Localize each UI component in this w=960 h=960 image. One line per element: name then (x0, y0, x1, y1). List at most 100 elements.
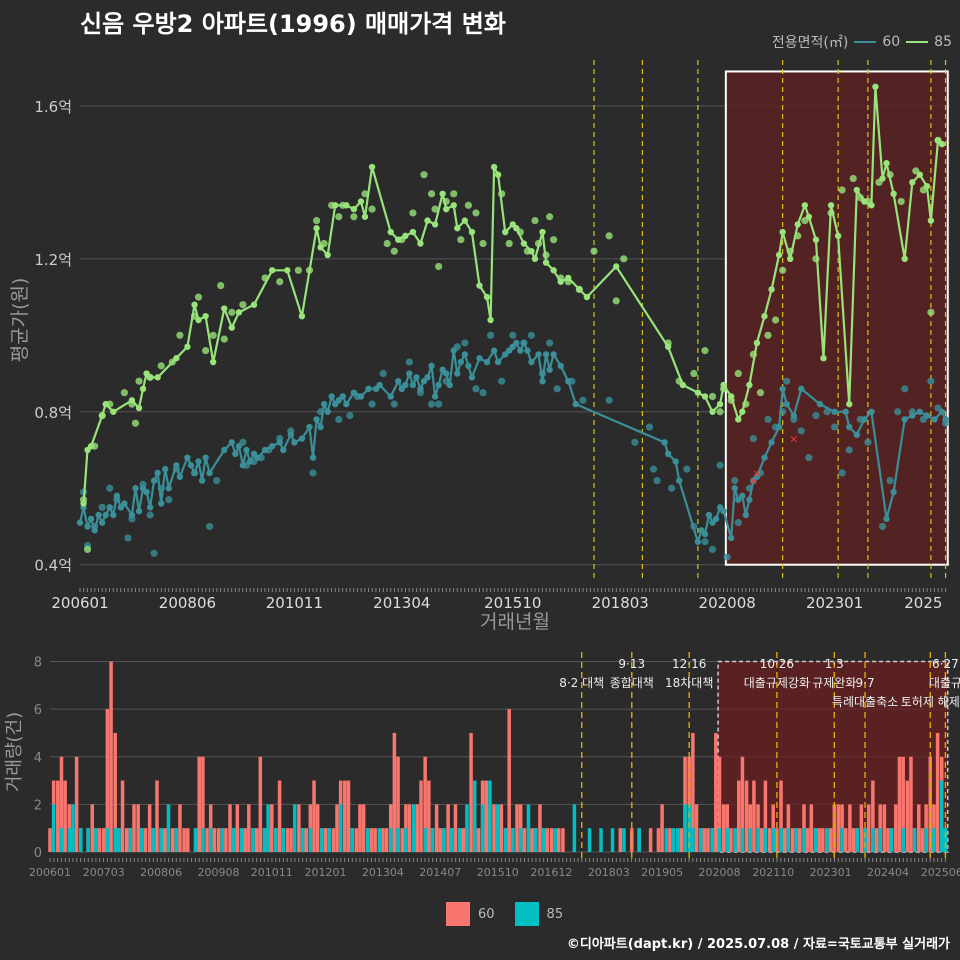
y-axis-label: 거래량(건) (4, 712, 25, 792)
scatter-point-60 (390, 400, 398, 408)
series-point-60 (901, 416, 908, 423)
scatter-point-60 (649, 465, 658, 473)
volume-bar-60 (660, 804, 664, 852)
scatter-point-85 (531, 216, 539, 225)
scatter-point-85 (849, 174, 857, 183)
legend-volume-label-60: 60 (478, 906, 495, 922)
policy-label: 12·16 (672, 657, 706, 671)
scatter-point-60 (838, 469, 846, 477)
series-point-60 (84, 523, 91, 530)
volume-bar-60 (752, 780, 756, 852)
series-point-60 (712, 515, 720, 523)
series-point-60 (202, 454, 209, 461)
series-point-85 (927, 217, 935, 224)
scatter-point-60 (716, 461, 724, 469)
scatter-point-85 (838, 186, 846, 194)
volume-bar-60 (407, 804, 412, 852)
scatter-point-60 (124, 534, 132, 542)
volume-bar-85 (725, 828, 730, 852)
series-point-60 (676, 477, 683, 484)
series-point-85 (550, 267, 557, 274)
scatter-point-85 (590, 247, 598, 255)
volume-bar-85 (480, 804, 485, 852)
volume-bar-60 (897, 756, 902, 852)
series-point-60 (339, 393, 346, 400)
scatter-point-85 (457, 236, 465, 244)
scatter-point-85 (612, 297, 620, 305)
series-point-60 (232, 450, 239, 458)
policy-label: 9·7 (856, 676, 875, 690)
series-point-85 (173, 355, 180, 362)
series-point-60 (402, 381, 409, 389)
series-point-60 (409, 381, 417, 389)
series-point-60 (184, 454, 191, 461)
volume-bar-85 (771, 828, 775, 852)
volume-bar-85 (671, 828, 676, 852)
series-point-85 (439, 190, 446, 198)
series-point-60 (428, 362, 435, 370)
volume-bar-60 (392, 732, 397, 852)
volume-bar-60 (170, 828, 175, 852)
volume-bar-85 (442, 828, 446, 852)
volume-bar-85 (901, 828, 905, 852)
series-point-85 (483, 293, 491, 301)
volume-bar-60 (821, 828, 825, 852)
x-tick-label: 200601 (29, 866, 71, 879)
price-chart: 0.4억0.8억1.2억1.6억×××200601 200806 201011 201… (9, 60, 950, 633)
series-point-85 (102, 400, 109, 408)
series-point-85 (746, 381, 753, 389)
volume-bar-60 (205, 828, 209, 852)
series-point-60 (268, 442, 276, 450)
scatter-point-60 (479, 389, 487, 397)
volume-bar-85 (71, 804, 75, 852)
series-point-85 (80, 500, 87, 507)
series-point-60 (483, 358, 491, 366)
series-point-85 (868, 202, 875, 209)
series-point-85 (583, 293, 591, 301)
scatter-point-60 (309, 469, 317, 477)
volume-bar-85 (924, 828, 928, 852)
series-point-60 (705, 511, 713, 519)
volume-bar-85 (411, 804, 416, 852)
series-point-85 (794, 221, 801, 228)
series-point-60 (557, 362, 564, 370)
volume-bar-60 (886, 828, 890, 852)
series-point-85 (576, 286, 583, 293)
scatter-point-85 (202, 346, 210, 355)
volume-bar-60 (538, 804, 542, 852)
scatter-point-85 (771, 316, 780, 324)
volume-bar-60 (561, 828, 565, 852)
volume-bar-85 (863, 828, 867, 852)
policy-label: 토허제 해제 (901, 695, 960, 709)
volume-bar-60 (224, 828, 228, 852)
series-point-85 (395, 236, 402, 243)
volume-bar-85 (889, 828, 894, 852)
volume-bar-60 (832, 804, 837, 852)
scatter-point-60 (605, 396, 613, 404)
series-point-85 (557, 278, 564, 285)
series-point-60 (753, 473, 761, 480)
volume-bar-85 (308, 828, 313, 852)
scatter-point-60 (708, 545, 717, 554)
volume-bar-85 (251, 828, 255, 852)
volume-bar-85 (117, 828, 121, 852)
scatter-point-85 (194, 293, 203, 301)
x-tick-label: 201407 (419, 866, 461, 879)
scatter-point-85 (779, 266, 787, 274)
volume-bar-60 (90, 804, 95, 852)
scatter-point-60 (927, 377, 935, 385)
volume-bar-85 (763, 828, 768, 852)
volume-bar-85 (151, 828, 156, 852)
series-point-85 (923, 182, 931, 190)
policy-label: 8·2 대책 (559, 675, 604, 690)
series-point-60 (228, 439, 236, 446)
scatter-point-85 (435, 262, 443, 271)
volume-bar-85 (687, 804, 691, 852)
volume-bar-60 (522, 828, 527, 852)
volume-bar-85 (878, 828, 882, 852)
volume-bar-60 (136, 804, 140, 852)
series-point-85 (542, 259, 550, 266)
legend-area-size: 전용면적(㎡) 60 85 (772, 32, 952, 52)
series-point-60 (490, 347, 498, 354)
scatter-point-60 (206, 522, 214, 531)
